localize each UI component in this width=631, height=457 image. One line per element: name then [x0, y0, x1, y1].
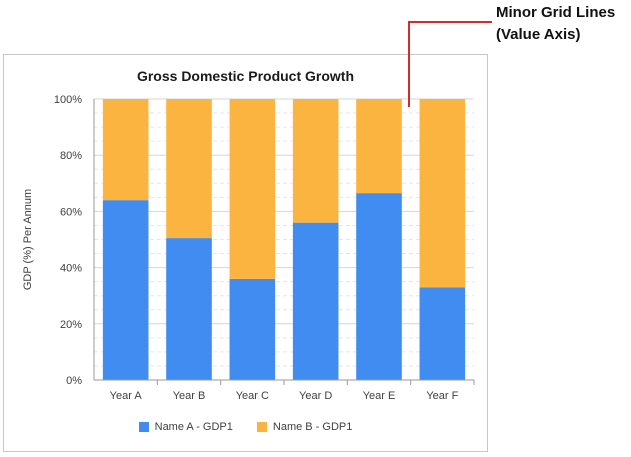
callout-line-2: (Value Axis) — [496, 26, 581, 43]
bar-segment-series-a — [102, 200, 149, 380]
chart-title: Gross Domestic Product Growth — [136, 68, 355, 84]
callout-line-1: Minor Grid Lines — [496, 4, 616, 21]
legend-label-series-b: Name B - GDP1 — [272, 421, 353, 433]
x-tick-label: Year E — [363, 390, 396, 402]
bar-segment-series-b — [356, 99, 402, 194]
bar-segment-series-a — [229, 278, 276, 380]
bar-segment-series-b — [166, 99, 212, 239]
bar-segment-series-a — [356, 193, 402, 380]
bar-segment-series-b — [292, 99, 339, 223]
chart-frame: Gross Domestic Product Growth 0% 20% 40% 60… — [3, 54, 488, 452]
y-tick-label: 60% — [60, 206, 82, 218]
bar-segment-series-a — [419, 287, 466, 380]
legend-item-series-a: Name A - GDP1 — [138, 421, 233, 433]
x-tick-label: Year D — [299, 390, 332, 402]
legend-item-series-b: Name B - GDP1 — [256, 421, 353, 433]
legend-swatch-series-b — [256, 422, 267, 432]
callout-leader-horizontal — [408, 21, 492, 23]
x-tick-label: Year A — [110, 390, 143, 402]
bar-segment-series-a — [166, 238, 212, 380]
bar-segment-series-b — [419, 99, 466, 288]
bar-segment-series-a — [292, 222, 339, 380]
y-axis-title: GDP (%) Per Annum — [22, 189, 34, 290]
y-tick-label: 100% — [54, 94, 82, 106]
y-tick-label: 40% — [60, 263, 82, 275]
y-tick-label: 80% — [60, 150, 82, 162]
callout-annotation: Minor Grid Lines (Value Axis) — [496, 2, 615, 46]
x-tick-label: Year B — [173, 390, 206, 402]
y-tick-label: 20% — [60, 319, 82, 331]
bar-segment-series-b — [229, 99, 276, 279]
legend-swatch-series-a — [138, 422, 149, 432]
x-tick-label: Year F — [426, 390, 458, 402]
callout-leader-vertical — [408, 21, 410, 107]
legend: Name A - GDP1 Name B - GDP1 — [4, 421, 487, 433]
bar-segment-series-b — [102, 99, 149, 201]
legend-label-series-a: Name A - GDP1 — [154, 421, 233, 433]
x-tick-label: Year C — [236, 390, 269, 402]
y-tick-label: 0% — [66, 375, 82, 387]
plot-area: 0% 20% 40% 60% 80% 100% GDP (%) Per Annum Year … — [22, 94, 475, 402]
